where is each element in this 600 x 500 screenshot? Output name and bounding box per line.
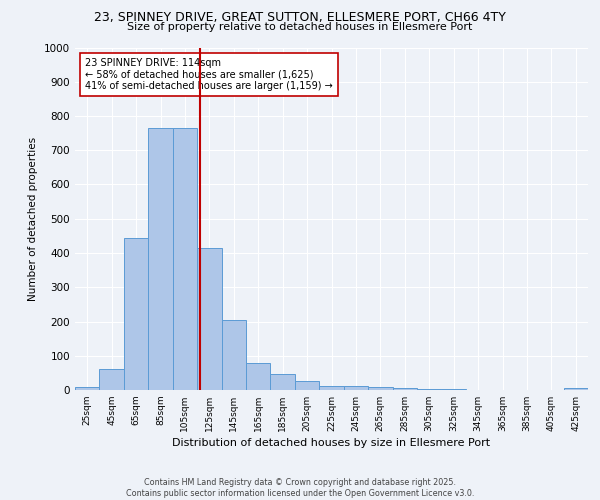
Bar (417, 388, 442, 390)
Text: Contains HM Land Registry data © Crown copyright and database right 2025.
Contai: Contains HM Land Registry data © Crown c… (126, 478, 474, 498)
Bar (295, 381, 319, 390)
Bar (246, 362, 271, 390)
Bar (221, 320, 246, 390)
Bar (124, 238, 148, 390)
Bar (368, 388, 392, 390)
Bar (563, 388, 588, 390)
Bar (271, 374, 295, 390)
Bar (197, 248, 221, 390)
Text: 23, SPINNEY DRIVE, GREAT SUTTON, ELLESMERE PORT, CH66 4TY: 23, SPINNEY DRIVE, GREAT SUTTON, ELLESME… (94, 11, 506, 24)
Bar (173, 128, 197, 390)
Y-axis label: Number of detached properties: Number of detached properties (28, 136, 38, 301)
Bar (148, 128, 173, 390)
Bar (319, 386, 344, 390)
Bar (392, 388, 417, 390)
X-axis label: Distribution of detached houses by size in Ellesmere Port: Distribution of detached houses by size … (172, 438, 491, 448)
Text: Size of property relative to detached houses in Ellesmere Port: Size of property relative to detached ho… (127, 22, 473, 32)
Bar (344, 386, 368, 390)
Bar (75, 388, 100, 390)
Bar (100, 369, 124, 390)
Text: 23 SPINNEY DRIVE: 114sqm
← 58% of detached houses are smaller (1,625)
41% of sem: 23 SPINNEY DRIVE: 114sqm ← 58% of detach… (85, 58, 333, 91)
